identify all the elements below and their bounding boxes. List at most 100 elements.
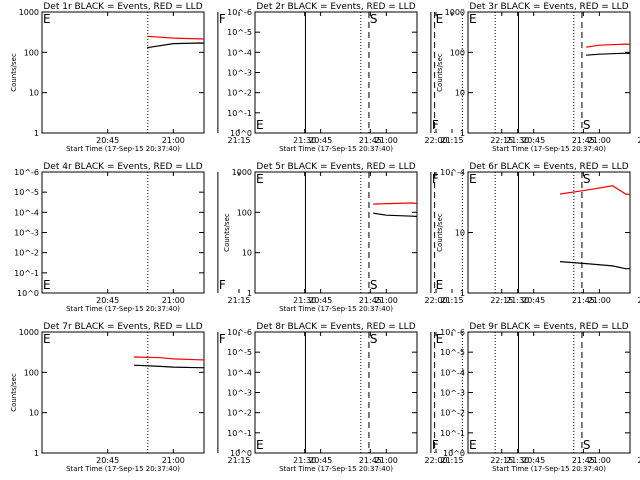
x-tick-label: 20:45 (309, 456, 332, 465)
x-tick-label: 21:45 (359, 136, 382, 145)
y-tick-label: 100 (24, 48, 39, 57)
x-tick-label: 21:30 (293, 456, 316, 465)
start-flag: E (256, 438, 264, 452)
x-axis-label: Start Time (17-Sep-15 20:37:40) (66, 465, 180, 473)
event-flag-S: S (370, 12, 378, 26)
y-tick-label: 10^-2 (227, 409, 252, 418)
plot-frame (41, 331, 205, 454)
y-tick-label: 10^-5 (227, 348, 252, 357)
y-tick-label: 10 (29, 409, 39, 418)
x-tick-label: 21:30 (506, 456, 529, 465)
panel-2: Det 2r BLACK = Events, RED = LLD 20:45 21:… (227, 2, 640, 153)
y-axis-label: Counts/sec (223, 213, 231, 252)
x-tick-label: 21:00 (588, 296, 611, 305)
x-tick-label: 22:15 (490, 296, 513, 305)
y-tick-label: 10^-4 (227, 48, 252, 57)
x-tick-label: 21:00 (375, 296, 398, 305)
start-flag: E (469, 12, 477, 26)
x-tick-label: 22:00 (425, 456, 448, 465)
x-tick-label: 21:15 (227, 296, 250, 305)
y-tick-label: 100 (450, 48, 465, 57)
event-flag-S: S (583, 438, 591, 452)
y-tick-label: 10^0 (230, 129, 252, 138)
y-tick-label: 10^0 (17, 289, 39, 298)
x-axis-label: Start Time (17-Sep-15 20:37:40) (492, 465, 606, 473)
y-tick-label: 10^-2 (227, 89, 252, 98)
event-flag-E: E (436, 332, 444, 346)
x-tick-label: 21:15 (440, 136, 463, 145)
event-flag-S: S (370, 278, 378, 292)
y-axis-label: Counts/sec (10, 53, 18, 92)
x-tick-label: 21:00 (588, 456, 611, 465)
start-flag: E (469, 438, 477, 452)
x-tick-label: 20:45 (309, 296, 332, 305)
event-flag-E: E (436, 12, 444, 26)
x-tick-label: 21:45 (572, 296, 595, 305)
x-tick-label: 21:45 (572, 456, 595, 465)
x-tick-label: 21:15 (440, 456, 463, 465)
y-tick-label: 10^-3 (227, 389, 252, 398)
x-tick-label: 21:15 (227, 136, 250, 145)
x-axis-label: Start Time (17-Sep-15 20:37:40) (492, 145, 606, 153)
panel-title: Det 6r BLACK = Events, RED = LLD (469, 162, 628, 172)
x-tick-label: 22:00 (638, 456, 640, 465)
x-axis-label: Start Time (17-Sep-15 20:37:40) (279, 465, 393, 473)
y-tick-label: 10 (29, 89, 39, 98)
event-flag-S: S (370, 332, 378, 346)
series-events (586, 52, 630, 56)
x-tick-label: 22:00 (425, 136, 448, 145)
y-tick-label: 10^-3 (440, 389, 465, 398)
plot-frame (467, 171, 631, 294)
event-flag-F: F (432, 172, 439, 186)
series-events (147, 42, 204, 49)
y-tick-label: 10^-6 (440, 328, 465, 337)
y-tick-label: 10^-2 (440, 409, 465, 418)
plot-frame (467, 331, 631, 454)
y-tick-label: 10^-1 (227, 109, 252, 118)
x-tick-label: 21:00 (162, 456, 185, 465)
x-tick-label: 21:30 (506, 136, 529, 145)
x-tick-label: 21:30 (506, 296, 529, 305)
panel-title: Det 3r BLACK = Events, RED = LLD (469, 2, 628, 12)
y-tick-label: 10 (242, 249, 252, 258)
y-tick-label: 10 (455, 229, 465, 238)
x-tick-label: 21:15 (227, 456, 250, 465)
panel-title: Det 2r BLACK = Events, RED = LLD (256, 2, 415, 12)
plot-frame (254, 171, 418, 294)
x-tick-label: 20:45 (309, 136, 332, 145)
plot-frame (254, 331, 418, 454)
y-tick-label: 1000 (232, 168, 252, 177)
x-tick-label: 20:45 (96, 136, 119, 145)
event-flag-F: F (219, 278, 226, 292)
y-tick-label: 100 (24, 368, 39, 377)
start-flag: E (469, 172, 477, 186)
panel-title: Det 7r BLACK = Events, RED = LLD (43, 322, 202, 332)
panel-4: Det 4r BLACK = Events, RED = LLD 20:45 21:… (14, 162, 513, 313)
x-tick-label: 21:00 (588, 136, 611, 145)
x-tick-label: 22:15 (490, 456, 513, 465)
plot-frame (41, 11, 205, 134)
y-tick-label: 1 (460, 129, 465, 138)
x-tick-label: 21:00 (162, 136, 185, 145)
panel-title: Det 9r BLACK = Events, RED = LLD (469, 322, 628, 332)
y-tick-label: 100 (237, 208, 252, 217)
y-tick-label: 10^-6 (227, 8, 252, 17)
x-tick-label: 21:15 (440, 296, 463, 305)
x-tick-label: 21:45 (572, 136, 595, 145)
y-tick-label: 1 (247, 289, 252, 298)
series-lld (586, 43, 630, 48)
series-events (373, 212, 417, 218)
y-tick-label: 10^-1 (440, 429, 465, 438)
x-tick-label: 20:45 (522, 456, 545, 465)
y-tick-label: 1000 (19, 328, 39, 337)
x-tick-label: 22:00 (425, 296, 448, 305)
panel-title: Det 4r BLACK = Events, RED = LLD (43, 162, 202, 172)
x-tick-label: 20:45 (522, 296, 545, 305)
event-flag-F: F (432, 118, 439, 132)
y-tick-label: 10^-5 (14, 188, 39, 197)
plot-frame (467, 11, 631, 134)
x-tick-label: 22:15 (490, 136, 513, 145)
